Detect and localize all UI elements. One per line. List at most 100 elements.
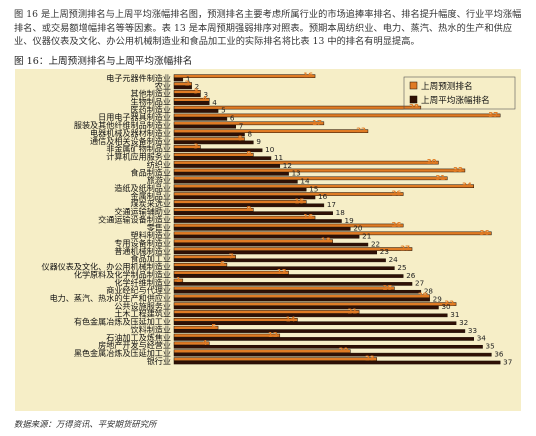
data-label-predicted: 7 xyxy=(229,252,234,260)
data-label-avg: 21 xyxy=(362,232,371,241)
data-label-predicted: 34 xyxy=(462,182,472,190)
category-label: 专用设备制造业 xyxy=(114,238,171,248)
bar-predicted xyxy=(173,200,307,204)
data-label-avg: 25 xyxy=(397,263,406,272)
data-label-predicted: 3 xyxy=(194,142,199,150)
bar-avg xyxy=(173,187,307,192)
intro-paragraph: 图 16 是上周预测排名与上周平均涨幅排名图，预测排名主要考虑所属行业的市场追捧… xyxy=(14,9,522,47)
legend: 上周预测排名 上周平均涨幅排名 xyxy=(403,76,516,110)
bar-avg xyxy=(173,172,289,176)
data-label-predicted: 37 xyxy=(488,111,498,119)
bar-predicted xyxy=(173,223,404,228)
category-label: 电子元器件制造业 xyxy=(106,73,171,83)
data-label-avg: 2 xyxy=(195,82,200,91)
data-label-predicted: 31 xyxy=(436,174,446,182)
data-label-avg: 15 xyxy=(309,184,318,193)
data-label-avg: 4 xyxy=(212,98,217,107)
bar-avg xyxy=(173,282,413,286)
category-label: 房地产开发与经营业 xyxy=(98,340,171,350)
data-label-avg: 10 xyxy=(265,145,275,154)
bar-predicted xyxy=(173,215,316,220)
bar-avg xyxy=(173,156,272,160)
bar-avg xyxy=(173,124,236,129)
data-label-predicted: 5 xyxy=(211,323,216,331)
data-label-predicted: 14 xyxy=(286,315,296,323)
bar-avg xyxy=(173,179,298,184)
data-label-predicted: 25 xyxy=(383,284,393,292)
category-label: 非金属矿物制品业 xyxy=(106,144,171,154)
category-label: 黑色金属冶炼及压延加工业 xyxy=(74,348,171,358)
data-label-avg: 6 xyxy=(230,114,235,123)
bar-avg xyxy=(173,93,201,98)
legend-swatch-predicted xyxy=(409,81,418,90)
data-label-predicted: 13 xyxy=(277,268,287,276)
data-label-avg: 19 xyxy=(345,216,355,225)
bar-predicted xyxy=(173,357,378,361)
bar-predicted xyxy=(173,74,316,78)
bar-avg xyxy=(173,360,501,365)
bar-avg xyxy=(173,305,439,310)
data-label-avg: 1 xyxy=(186,74,191,83)
bar-avg xyxy=(173,148,263,153)
category-label: 零售业 xyxy=(147,222,171,232)
data-label-avg: 32 xyxy=(459,318,468,327)
data-label-avg: 35 xyxy=(486,342,495,351)
category-label: 计算机应用服务业 xyxy=(106,152,171,162)
data-label-predicted: 3 xyxy=(194,87,199,95)
category-label: 交通运输辅助业 xyxy=(114,207,171,217)
category-label: 仪器仪表及文化、办公用机械制造业 xyxy=(41,262,171,272)
data-label-avg: 33 xyxy=(468,326,477,335)
bar-predicted xyxy=(173,349,351,354)
data-label-predicted: 33 xyxy=(453,166,463,174)
category-label: 医药制造业 xyxy=(131,104,171,114)
bar-avg xyxy=(173,329,466,333)
category-label: 造纸及纸制品业 xyxy=(114,183,171,193)
bar-avg xyxy=(173,242,369,247)
data-label-avg: 20 xyxy=(353,224,363,233)
bar-predicted xyxy=(173,278,184,283)
data-label-avg: 28 xyxy=(424,287,434,296)
bar-avg xyxy=(173,164,281,168)
data-label-avg: 26 xyxy=(406,271,416,280)
category-label: 通信及相关设备制造业 xyxy=(90,136,171,146)
data-label-predicted: 15 xyxy=(294,197,304,205)
category-label: 化学纤维制造业 xyxy=(114,277,171,287)
bar-avg xyxy=(173,289,422,294)
bar-predicted xyxy=(173,113,501,118)
bar-avg xyxy=(173,258,386,263)
data-label-predicted: 18 xyxy=(321,237,331,245)
bar-predicted xyxy=(173,192,404,196)
chart-panel: 电子元器件制造业 农业 其他制造业 生物制品业 医药制造业 日用电子器具制造业 服装及其他纤… xyxy=(15,69,521,411)
category-label: 食品加工业 xyxy=(131,254,171,264)
bar-predicted xyxy=(173,145,201,149)
bar-predicted xyxy=(173,207,254,212)
category-label: 纺织业 xyxy=(147,159,171,169)
data-label-avg: 14 xyxy=(300,176,310,185)
bar-predicted xyxy=(173,341,210,346)
bar-predicted xyxy=(173,333,281,338)
bar-predicted xyxy=(173,270,289,275)
bar-avg xyxy=(173,211,333,215)
category-labels: 电子元器件制造业农业其他制造业生物制品业医药制造业日用电子器具制造业服装及其他纤… xyxy=(41,73,171,366)
bar-avg xyxy=(173,297,430,302)
bar-predicted xyxy=(173,325,219,330)
data-label-avg: 7 xyxy=(239,121,244,130)
data-label-avg: 27 xyxy=(415,279,424,288)
bar-predicted xyxy=(173,82,192,86)
data-label-predicted: 28 xyxy=(409,103,419,111)
data-label-predicted: 12 xyxy=(268,331,278,339)
bar-predicted xyxy=(173,168,466,173)
category-label: 生物制品业 xyxy=(131,97,171,107)
data-label-predicted: 20 xyxy=(339,347,349,355)
data-label-avg: 31 xyxy=(450,310,459,319)
chart-svg: 电子元器件制造业农业其他制造业生物制品业医药制造业日用电子器具制造业服装及其他纤… xyxy=(41,72,516,366)
category-label: 银行业 xyxy=(147,356,171,366)
data-label-predicted: 26 xyxy=(391,221,401,229)
data-label-predicted: 36 xyxy=(480,229,490,237)
category-label: 其他制造业 xyxy=(131,89,171,99)
legend-label-predicted: 上周预测排名 xyxy=(421,80,473,92)
bar-predicted xyxy=(173,160,439,165)
bar-avg xyxy=(173,337,474,341)
category-label: 日用电子器具制造业 xyxy=(98,112,171,122)
figure-title: 图 16：上周预测排名与上周平均涨幅排名 xyxy=(14,56,193,67)
